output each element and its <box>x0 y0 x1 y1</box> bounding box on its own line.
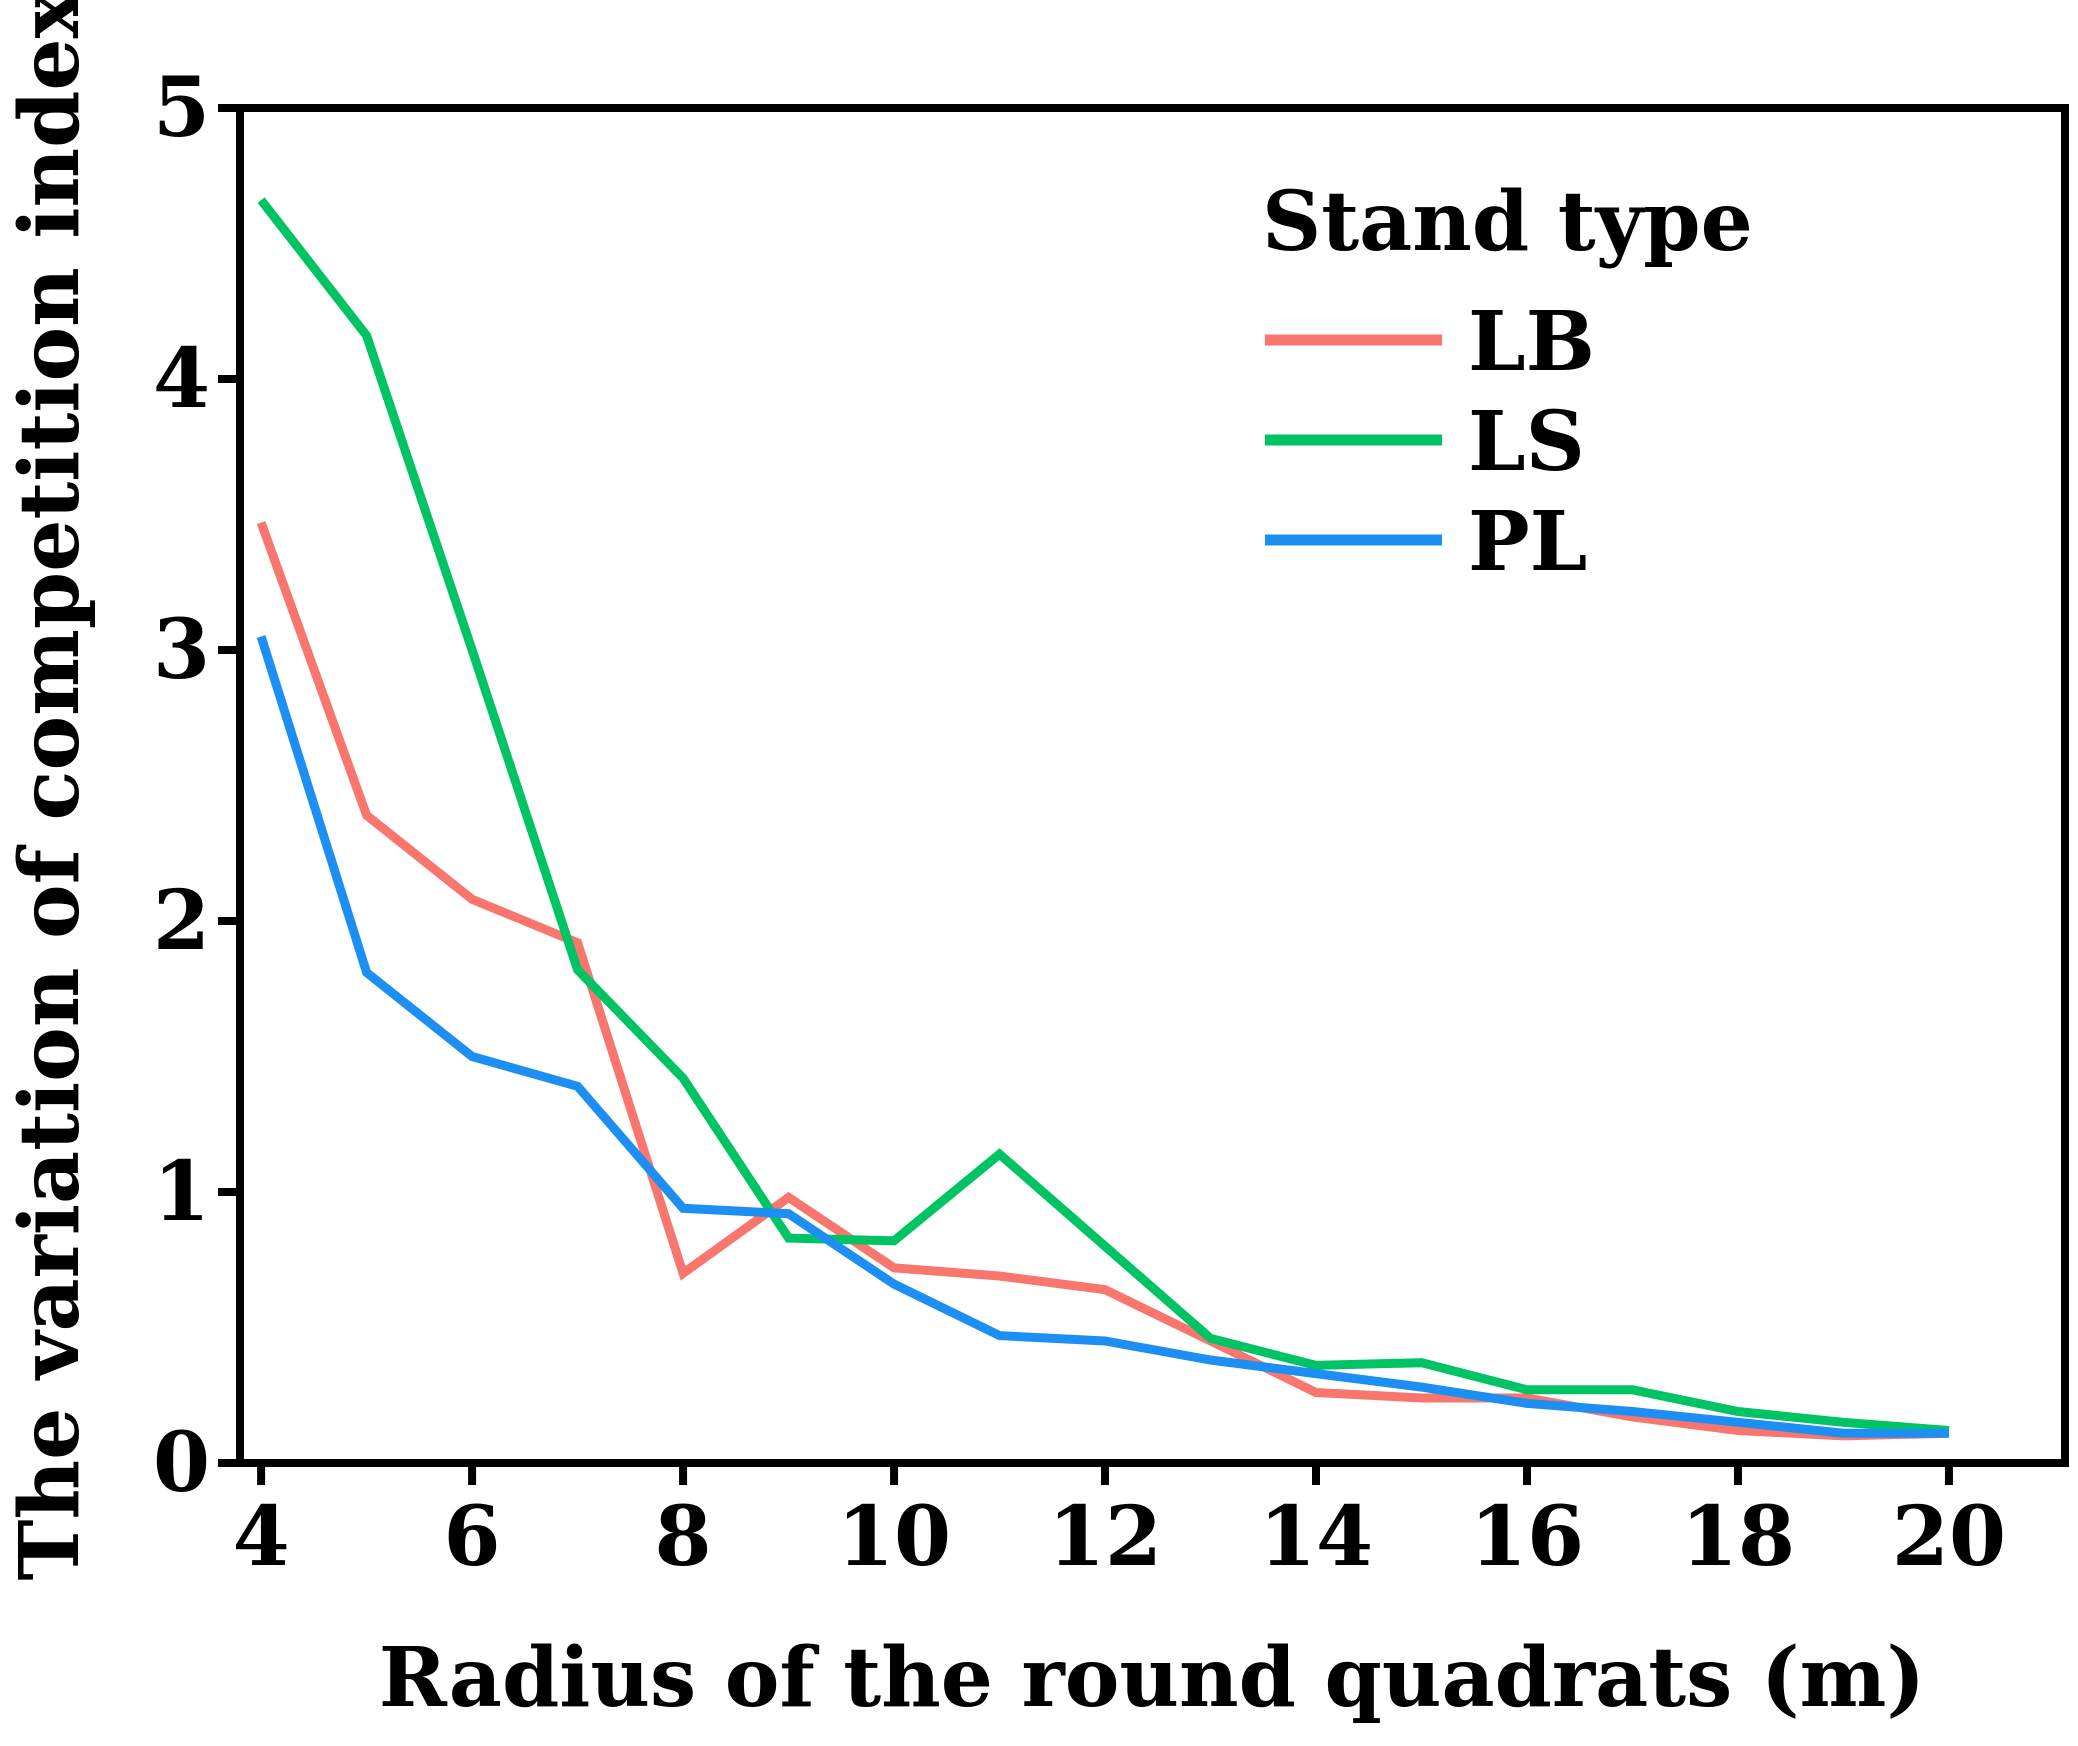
x-tick-label: 12 <box>1048 1489 1162 1585</box>
x-tick-label: 16 <box>1470 1489 1584 1585</box>
legend-label-lb: LB <box>1468 294 1595 390</box>
x-tick-label: 4 <box>233 1489 290 1585</box>
y-tick-label: 3 <box>153 602 210 698</box>
series-line-lb <box>256 521 1950 1441</box>
x-tick-label: 8 <box>655 1489 712 1585</box>
y-axis-title: The variation of competition index <box>2 0 98 1581</box>
y-tick-label: 1 <box>153 1144 210 1240</box>
x-tick-label: 10 <box>837 1489 951 1585</box>
y-tick-label: 0 <box>153 1415 210 1511</box>
y-tick-label: 5 <box>153 60 210 156</box>
x-axis-title: Radius of the round quadrats (m) <box>379 1630 1925 1726</box>
y-tick-label: 2 <box>153 873 210 969</box>
series-line-ls <box>257 197 1950 1435</box>
y-axis: 0 1 2 3 4 5 <box>153 60 240 1511</box>
plot-frame <box>236 104 2069 1467</box>
legend-label-pl: PL <box>1468 494 1587 590</box>
x-tick-label: 18 <box>1681 1489 1795 1585</box>
legend-title: Stand type <box>1262 174 1753 270</box>
x-axis: 4 6 8 10 12 14 16 18 20 <box>233 1463 2006 1585</box>
legend-label-ls: LS <box>1468 394 1585 490</box>
x-tick-label: 14 <box>1259 1489 1373 1585</box>
series-lines <box>256 197 1950 1441</box>
series-line-pl <box>256 635 1949 1438</box>
x-tick-label: 20 <box>1892 1489 2006 1585</box>
x-tick-label: 6 <box>444 1489 501 1585</box>
y-tick-label: 4 <box>153 331 210 427</box>
